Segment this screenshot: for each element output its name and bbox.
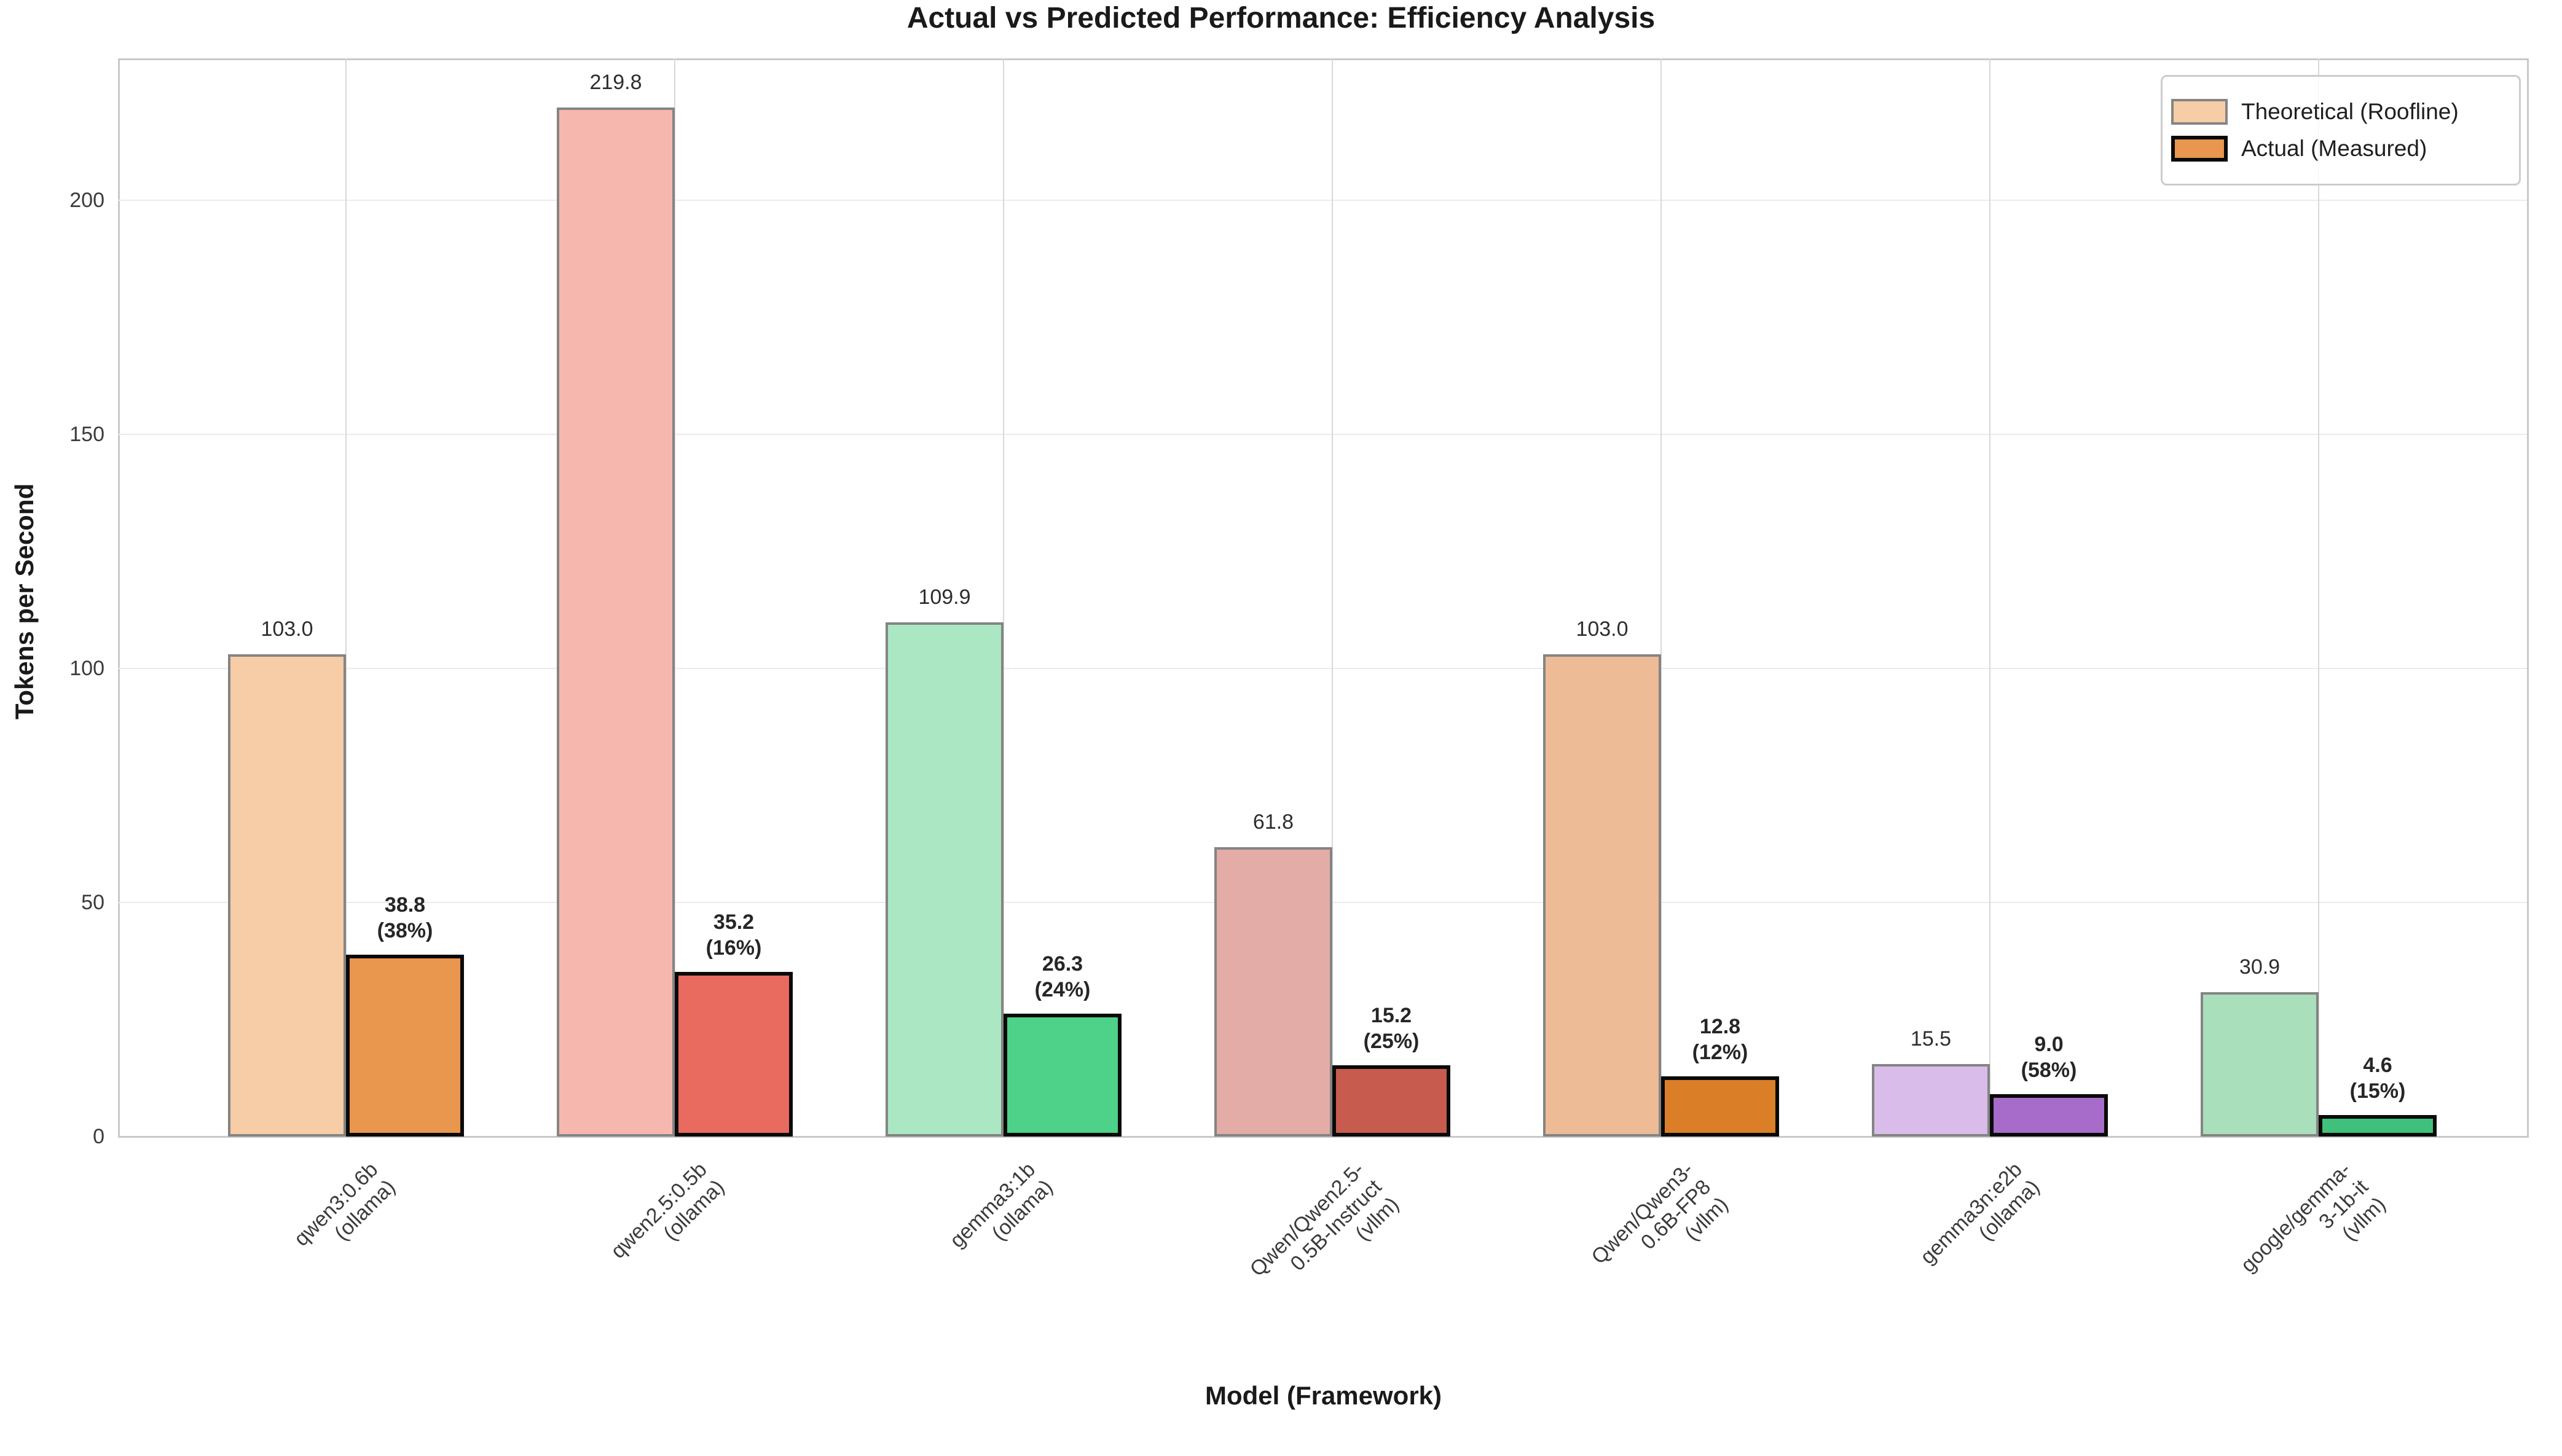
- legend-swatch-actual: [2171, 136, 2228, 162]
- legend-item-theoretical: Theoretical (Roofline): [2171, 99, 2519, 125]
- actual-value-label-6: 4.6 (15%): [2349, 1053, 2406, 1103]
- chart-title: Actual vs Predicted Performance: Efficie…: [906, 2, 1656, 34]
- x-tick-label-4: Qwen/Qwen3-0.6B-FP8 (vllm): [1587, 1157, 1733, 1269]
- bar-actual-3: [1332, 1065, 1450, 1137]
- gridline-v: [2318, 58, 2319, 1137]
- bar-actual-6: [2319, 1114, 2437, 1137]
- bar-actual-5: [1990, 1094, 2108, 1137]
- gridline-h: [118, 434, 2527, 435]
- bar-theoretical-4: [1543, 654, 1661, 1137]
- theoretical-value-label-5: 15.5: [1910, 1027, 1952, 1051]
- legend-label-actual: Actual (Measured): [2241, 136, 2427, 161]
- bar-theoretical-1: [557, 108, 675, 1137]
- actual-value-label-3: 15.2 (25%): [1363, 1004, 1420, 1054]
- actual-value-label-2: 26.3 (24%): [1034, 952, 1091, 1001]
- bar-actual-2: [1004, 1013, 1122, 1137]
- legend-label-theoretical: Theoretical (Roofline): [2241, 99, 2459, 124]
- theoretical-value-label-6: 30.9: [2239, 955, 2281, 979]
- gridline-v: [345, 58, 347, 1137]
- bar-actual-4: [1661, 1076, 1779, 1137]
- x-tick-label-1: qwen2.5:0.5b (ollama): [606, 1157, 729, 1263]
- actual-value-label-0: 38.8 (38%): [377, 893, 433, 943]
- bar-actual-1: [675, 971, 793, 1137]
- legend-swatch-theoretical: [2171, 99, 2228, 125]
- x-tick-label-3: Qwen/Qwen2.5-0.5B-Instruct (vllm): [1245, 1157, 1404, 1282]
- gridline-v: [1660, 58, 1662, 1137]
- actual-value-label-5: 9.0 (58%): [2021, 1033, 2077, 1082]
- gridline-v: [1003, 58, 1004, 1137]
- gridline-v: [1989, 58, 1990, 1137]
- bar-theoretical-2: [886, 622, 1004, 1137]
- x-tick-label-2: gemma3:1b (ollama): [945, 1157, 1058, 1253]
- x-tick-label-5: gemma3n:e2b (ollama): [1915, 1157, 2044, 1269]
- theoretical-value-label-4: 103.0: [1576, 617, 1629, 641]
- actual-value-label-1: 35.2 (16%): [705, 910, 762, 960]
- gridline-v: [1332, 58, 1333, 1137]
- y-tick-label: 0: [93, 1125, 104, 1148]
- theoretical-value-label-1: 219.8: [589, 71, 642, 95]
- x-axis-title: Model (Framework): [1204, 1381, 1442, 1410]
- gridline-h: [118, 200, 2527, 201]
- x-tick-label-6: google/gemma-3-1b-it (vllm): [2236, 1157, 2391, 1277]
- bar-theoretical-3: [1214, 847, 1332, 1137]
- legend: Theoretical (Roofline) Actual (Measured): [2161, 75, 2521, 186]
- y-tick-label: 100: [69, 657, 104, 680]
- legend-item-actual: Actual (Measured): [2171, 136, 2519, 162]
- y-axis-title: Tokens per Second: [10, 483, 39, 720]
- y-tick-label: 150: [69, 423, 104, 446]
- bar-theoretical-5: [1872, 1063, 1990, 1137]
- bar-actual-0: [346, 955, 464, 1137]
- x-tick-label-0: qwen3:0.6b (ollama): [289, 1157, 400, 1251]
- gridline-v: [674, 58, 675, 1137]
- theoretical-value-label-0: 103.0: [261, 617, 313, 641]
- bar-theoretical-6: [2201, 992, 2319, 1137]
- y-tick-label: 200: [69, 189, 104, 212]
- actual-value-label-4: 12.8 (12%): [1692, 1015, 1748, 1065]
- y-tick-label: 50: [81, 891, 104, 914]
- bar-theoretical-0: [228, 654, 346, 1137]
- theoretical-value-label-2: 109.9: [918, 585, 971, 609]
- gridline-h: [118, 668, 2527, 669]
- theoretical-value-label-3: 61.8: [1252, 810, 1294, 834]
